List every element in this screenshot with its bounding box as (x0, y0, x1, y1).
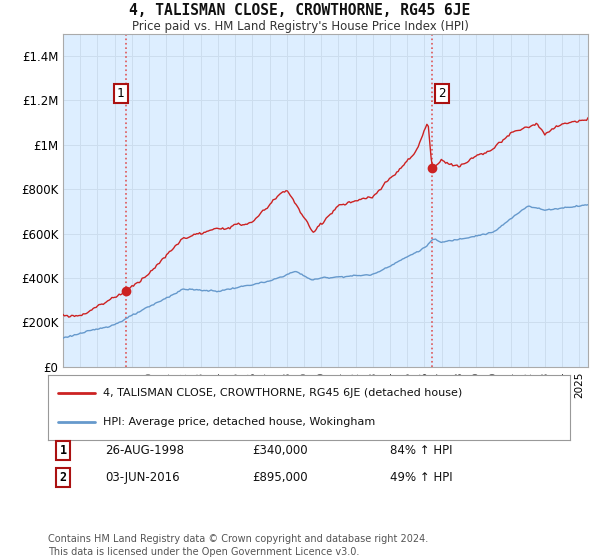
Text: 1: 1 (59, 444, 67, 457)
Text: 84% ↑ HPI: 84% ↑ HPI (390, 444, 452, 457)
Text: 2: 2 (438, 87, 446, 100)
Text: £340,000: £340,000 (252, 444, 308, 457)
Text: 4, TALISMAN CLOSE, CROWTHORNE, RG45 6JE (detached house): 4, TALISMAN CLOSE, CROWTHORNE, RG45 6JE … (103, 388, 462, 398)
Text: 2: 2 (59, 470, 67, 484)
Text: 26-AUG-1998: 26-AUG-1998 (105, 444, 184, 457)
Text: 1: 1 (117, 87, 124, 100)
Text: HPI: Average price, detached house, Wokingham: HPI: Average price, detached house, Woki… (103, 417, 375, 427)
Text: Price paid vs. HM Land Registry's House Price Index (HPI): Price paid vs. HM Land Registry's House … (131, 20, 469, 32)
Text: £895,000: £895,000 (252, 470, 308, 484)
Text: Contains HM Land Registry data © Crown copyright and database right 2024.
This d: Contains HM Land Registry data © Crown c… (48, 534, 428, 557)
Text: 49% ↑ HPI: 49% ↑ HPI (390, 470, 452, 484)
Text: 4, TALISMAN CLOSE, CROWTHORNE, RG45 6JE: 4, TALISMAN CLOSE, CROWTHORNE, RG45 6JE (130, 3, 470, 18)
Text: 03-JUN-2016: 03-JUN-2016 (105, 470, 179, 484)
